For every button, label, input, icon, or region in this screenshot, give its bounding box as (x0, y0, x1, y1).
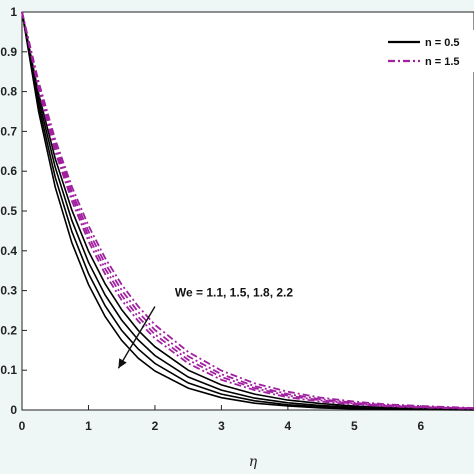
y-tick-label-7: 0.7 (0, 124, 17, 138)
legend-box (382, 30, 474, 72)
y-tick-label-5: 0.5 (0, 204, 17, 218)
x-axis-label: η (249, 454, 258, 470)
x-tick-label-0: 0 (19, 419, 26, 433)
series-line-n15-4 (21, 11, 474, 410)
x-tick-label-1: 1 (85, 419, 92, 433)
y-tick-label-2: 0.2 (0, 323, 17, 337)
series-line-n15-7 (21, 11, 474, 409)
series-line-n05-2 (21, 11, 474, 411)
annotation: We = 1.1, 1.5, 1.8, 2.2 (117, 286, 294, 369)
y-tick-label-8: 0.8 (0, 85, 17, 99)
y-tick-label-6: 0.6 (0, 164, 17, 178)
y-tick-label-9: 0.9 (0, 45, 17, 59)
x-tick-label-5: 5 (351, 419, 358, 433)
y-tick-label-1: 0.1 (0, 363, 17, 377)
x-tick-label-4: 4 (285, 419, 292, 433)
y-tick-label-10: 1 (10, 5, 17, 19)
y-tick-label-0: 0 (10, 403, 17, 417)
series-line-n15-6 (21, 11, 474, 410)
x-tick-label-3: 3 (218, 419, 225, 433)
annotation-label: We = 1.1, 1.5, 1.8, 2.2 (175, 286, 294, 300)
axes: 0 1 2 3 4 5 6 0 0.1 0.2 0.3 0.4 0.5 0.6 0.7 0.8 0.9 1 (0, 5, 474, 433)
series-line-n05-3 (21, 11, 474, 410)
x-tick-label-6: 6 (417, 419, 424, 433)
plot-area (21, 11, 474, 411)
series-layer (21, 11, 474, 411)
legend: n = 0.5 n = 1.5 (382, 30, 474, 72)
legend-entry-n05: n = 0.5 (425, 37, 460, 49)
y-tick-label-4: 0.4 (0, 244, 17, 258)
legend-entry-n15: n = 1.5 (425, 56, 460, 68)
y-tick-label-3: 0.3 (0, 284, 17, 298)
annotation-arrowhead (118, 358, 127, 369)
x-tick-label-2: 2 (152, 419, 159, 433)
annotation-arrow (117, 306, 156, 369)
